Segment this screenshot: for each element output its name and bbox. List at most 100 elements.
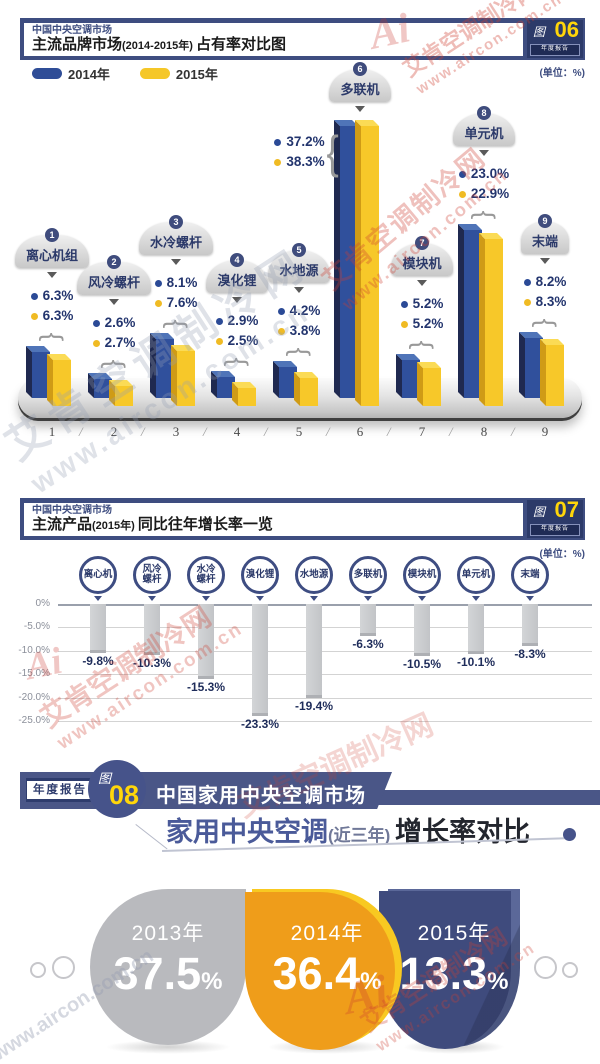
bar-2014 <box>334 120 358 398</box>
bar-2015 <box>355 120 379 406</box>
y-tick-label: -5.0% <box>23 621 50 633</box>
bar-front-face <box>94 379 112 398</box>
x-tick: 6 <box>356 424 364 439</box>
brace: { <box>531 318 561 328</box>
growth-bar <box>522 604 538 646</box>
legend-swatch-2015 <box>139 68 170 79</box>
connector-line-short <box>135 824 168 850</box>
chart07-title-paren: (2015年) <box>92 520 138 532</box>
category-label: 模块机 <box>407 569 437 580</box>
category-circle: 风冷 螺杆 <box>133 556 171 594</box>
pointer-triangle <box>417 280 427 291</box>
bar-group: 水地源 5 4.2% 3.8% { <box>254 80 344 406</box>
category-badge: 风冷螺杆 2 <box>76 255 151 295</box>
value-text: 37.2% <box>286 134 325 149</box>
value-labels: 2.9% 2.5% <box>215 311 258 351</box>
figure-subtitle: 年度报告 <box>530 524 580 536</box>
label-stack: 模块机 7 5.2% 5.2% { <box>357 236 487 354</box>
category-badge: 溴化锂 4 <box>206 253 268 293</box>
figure-number: 08 <box>108 780 139 810</box>
growth-drop: 2014年 36.4% <box>245 889 402 1050</box>
bar-2015 <box>294 372 318 406</box>
chart06-legend: 2014年 2015年 <box>32 64 218 83</box>
category-label: 溴化锂 <box>245 569 275 580</box>
brace: { <box>470 210 500 220</box>
value-text: 6.3% <box>42 288 74 303</box>
drop-year: 2015年 <box>417 922 491 945</box>
chart06-header-box: 中国中央空调市场 主流品牌市场(2014-2015年) 占有率对比图 <box>24 23 523 56</box>
dot-2015-icon <box>523 298 531 306</box>
category-badge: 水地源 5 <box>268 243 330 283</box>
value-label: -19.4% <box>294 699 334 713</box>
value-labels: 6.3% 6.3% <box>30 286 74 326</box>
chart06-title-main: 主流品牌市场 <box>32 36 123 53</box>
dot-2014-icon <box>274 138 282 146</box>
bar-front-face <box>300 378 318 406</box>
chart07-unit-label: (单位：%) <box>539 549 585 560</box>
bar-group: 模块机 7 5.2% 5.2% { <box>377 80 467 406</box>
drop-shadow <box>403 1040 505 1054</box>
chart06-header: 中国中央空调市场 主流品牌市场(2014-2015年) 占有率对比图 图 06 … <box>20 17 585 60</box>
bar-2014 <box>211 371 235 398</box>
brace: { <box>408 340 438 350</box>
chart06-title-rest: 占有率对比图 <box>196 36 287 53</box>
growth-bar <box>144 604 160 655</box>
growth-drop: 2015年 13.3% <box>379 889 520 1049</box>
section08-title-paren: (近三年) <box>328 826 396 845</box>
category-number: 7 <box>414 236 429 250</box>
value-labels: 23.0% 22.9% <box>458 164 510 204</box>
category-label: 水冷 螺杆 <box>196 564 216 585</box>
value-text: 2.6% <box>104 315 136 330</box>
category-circle: 水冷 螺杆 <box>187 556 225 594</box>
value-label: -15.3% <box>186 680 226 694</box>
bar-front-face <box>156 339 174 398</box>
watermark-url: www.aircon.com.cn <box>372 938 539 1056</box>
value-text: 5.2% <box>412 296 444 311</box>
bar-2015 <box>109 380 133 406</box>
x-tick: 1 <box>48 424 56 439</box>
value-2014: 2.9% <box>215 311 258 331</box>
pointer-triangle <box>310 596 318 605</box>
value-2014: 6.3% <box>30 286 74 306</box>
value-text: 23.0% <box>470 166 510 181</box>
value-text: 8.2% <box>535 274 567 289</box>
chart06-kicker: 中国中央空调市场 <box>32 25 112 36</box>
pointer-triangle <box>364 596 372 605</box>
gridline <box>58 697 592 699</box>
growth-bar <box>306 604 322 698</box>
drop-unit: % <box>360 968 382 995</box>
label-stack: 离心机组 1 6.3% 6.3%{ <box>0 228 117 346</box>
category-number: 8 <box>476 106 491 120</box>
value-2014: 4.2% <box>277 301 320 321</box>
connector-end-dot <box>563 828 576 841</box>
value-text: 38.3% <box>286 154 325 169</box>
pointer-triangle <box>294 287 304 298</box>
drop-unit: % <box>487 968 509 995</box>
value-label: -9.8% <box>82 654 114 668</box>
value-2014: 8.1% <box>154 273 197 293</box>
label-stack: 水冷螺杆 3 8.1% 7.6%{ <box>111 215 241 333</box>
value-2014: 37.2% <box>274 132 325 152</box>
x-tick: 9 <box>541 424 549 439</box>
gridline <box>58 721 592 722</box>
dot-2015-icon <box>92 339 100 347</box>
chart06-axis-numbers: 1 / 2 / 3 / 4 / 5 / 6 / 7 / 8 / 9 <box>0 424 600 442</box>
value-2015: 2.5% <box>215 331 258 351</box>
decor-ring <box>52 956 75 979</box>
dot-2014-icon <box>154 279 162 287</box>
category-circle: 单元机 <box>457 556 495 594</box>
legend-item-2015: 2015年 <box>139 64 218 83</box>
x-tick: 3 <box>172 424 180 439</box>
decor-ring <box>30 962 46 978</box>
value-labels: 8.2% 8.3% <box>523 272 567 312</box>
bar-front-face <box>402 360 420 398</box>
value-label: -10.1% <box>456 655 496 669</box>
category-number: 4 <box>229 253 244 267</box>
category-number: 2 <box>106 255 121 269</box>
bar-front-face <box>279 367 297 398</box>
tick-separator: / <box>511 424 515 439</box>
dot-2014-icon <box>215 317 223 325</box>
bar-group: 多联机 6 37.2% 38.3%{ <box>274 62 405 406</box>
dot-2015-icon <box>274 158 282 166</box>
legend-label-2014: 2014年 <box>68 67 110 82</box>
